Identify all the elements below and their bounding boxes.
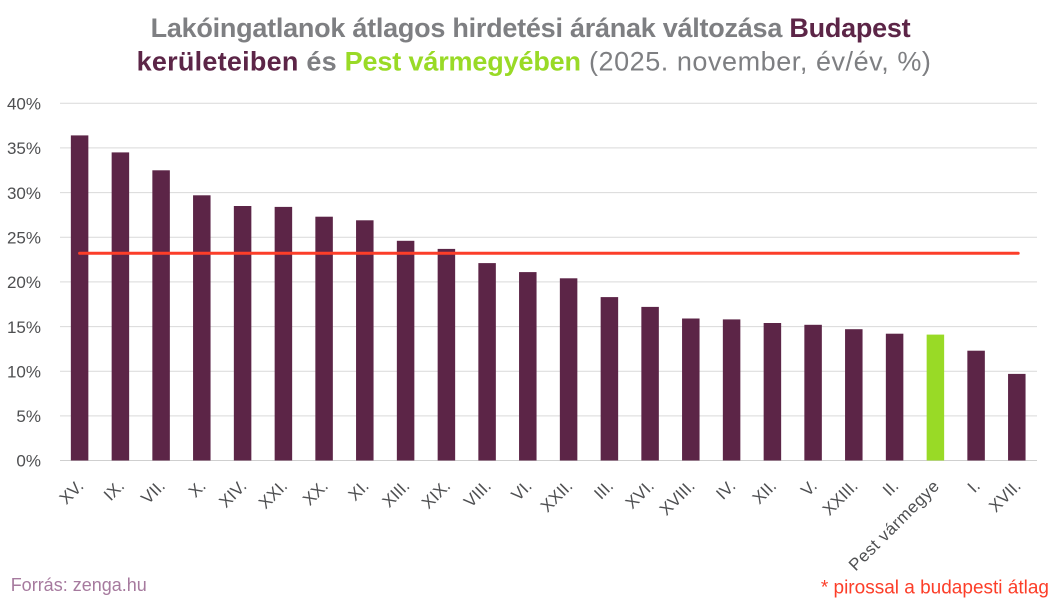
svg-text:35%: 35% bbox=[7, 139, 41, 158]
svg-text:* pirossal a budapesti átlag: * pirossal a budapesti átlag bbox=[821, 578, 1049, 599]
svg-text:Lakóingatlanok átlagos hirdeté: Lakóingatlanok átlagos hirdetési árának … bbox=[151, 13, 911, 43]
svg-text:10%: 10% bbox=[7, 362, 41, 381]
svg-text:15%: 15% bbox=[7, 318, 41, 337]
svg-text:Forrás: zenga.hu: Forrás: zenga.hu bbox=[11, 575, 147, 595]
svg-text:25%: 25% bbox=[7, 229, 41, 248]
svg-text:0%: 0% bbox=[16, 452, 41, 471]
svg-text:40%: 40% bbox=[7, 95, 41, 114]
svg-text:20%: 20% bbox=[7, 273, 41, 292]
svg-text:5%: 5% bbox=[16, 407, 41, 426]
svg-text:30%: 30% bbox=[7, 184, 41, 203]
svg-text:kerületeiben és Pest vármegyéb: kerületeiben és Pest vármegyében (2025. … bbox=[137, 47, 932, 77]
